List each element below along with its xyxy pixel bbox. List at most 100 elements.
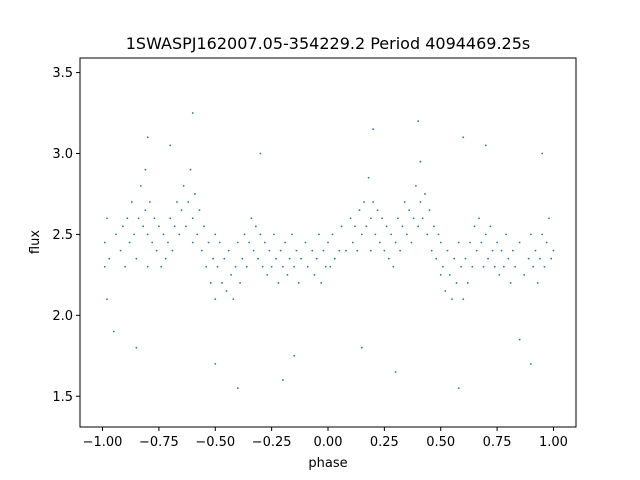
data-point (502, 265, 505, 268)
data-point (394, 371, 397, 373)
data-point (153, 217, 156, 220)
data-point (462, 136, 465, 139)
data-point (320, 282, 323, 284)
data-point (446, 249, 449, 252)
data-point (259, 152, 262, 155)
data-point (548, 217, 550, 220)
x-axis: −1.00 −0.75 −0.50 −0.25 0.00 0.25 0.50 0.75 1.00 (83, 427, 568, 450)
data-point (241, 257, 244, 260)
data-point (464, 257, 467, 260)
data-point (372, 128, 374, 131)
data-point (455, 282, 458, 284)
data-point (214, 298, 217, 301)
data-point (545, 241, 548, 244)
chart-title: 1SWASPJ162007.05-354229.2 Period 4094469… (126, 34, 531, 53)
data-point (511, 249, 514, 252)
data-point (424, 193, 426, 195)
x-tick-label: 0.00 (314, 435, 343, 450)
data-point (203, 225, 205, 228)
data-point (236, 387, 239, 390)
data-point (471, 265, 474, 268)
data-point (552, 249, 555, 252)
data-point (245, 265, 248, 268)
x-tick-label: −0.75 (139, 435, 179, 450)
data-point (333, 257, 336, 260)
data-point (216, 265, 219, 268)
data-point (327, 241, 329, 244)
x-axis-title: phase (308, 456, 347, 471)
data-point (369, 249, 372, 252)
data-point (139, 184, 142, 187)
data-point (282, 265, 284, 268)
y-tick-label: 3.5 (52, 66, 73, 81)
data-point (372, 201, 374, 203)
data-point (543, 265, 546, 268)
data-point (367, 176, 370, 179)
data-point (439, 241, 442, 244)
data-point (496, 241, 498, 244)
data-point (291, 233, 293, 236)
data-point (381, 217, 384, 220)
data-point (169, 217, 172, 220)
data-point (194, 193, 196, 195)
data-point (106, 298, 108, 301)
data-point (358, 209, 361, 212)
data-point (144, 168, 147, 171)
data-point (518, 338, 521, 341)
y-axis: 1.5 2.0 2.5 3.0 3.5 (52, 66, 80, 405)
data-point (518, 241, 521, 244)
data-point (167, 241, 169, 244)
data-point (412, 217, 415, 220)
data-point (252, 249, 255, 252)
data-point (254, 225, 257, 228)
data-point (498, 273, 501, 276)
data-point (356, 249, 359, 252)
data-point (284, 241, 287, 244)
data-point (121, 225, 124, 228)
data-point (462, 298, 465, 301)
data-point (421, 217, 424, 220)
data-point (482, 265, 485, 268)
data-point (428, 209, 431, 212)
data-point (430, 249, 433, 252)
data-point (403, 201, 406, 203)
data-point (126, 217, 129, 220)
data-point (394, 241, 397, 244)
y-tick-label: 2.0 (52, 309, 73, 324)
data-point (484, 144, 487, 147)
data-point (268, 249, 271, 252)
data-point (466, 282, 469, 284)
data-point (487, 257, 489, 260)
data-point (457, 241, 460, 244)
data-point (250, 217, 253, 220)
y-tick-label: 1.5 (52, 390, 73, 405)
data-point (536, 282, 539, 284)
data-point (230, 273, 232, 276)
data-point (214, 362, 217, 365)
data-point (151, 241, 154, 244)
data-point (493, 265, 496, 268)
data-point (124, 265, 126, 268)
data-point (500, 249, 503, 252)
y-axis-title: flux (28, 230, 43, 254)
data-point (191, 241, 194, 244)
data-point (144, 209, 147, 212)
data-point (304, 241, 307, 244)
data-point (451, 298, 453, 301)
data-point (363, 201, 365, 203)
data-point (282, 379, 284, 381)
data-point (214, 233, 217, 236)
x-tick-label: −0.25 (252, 435, 292, 450)
data-point (103, 241, 106, 244)
data-point (406, 233, 408, 236)
data-point (541, 233, 544, 236)
data-point (189, 168, 192, 171)
data-point (173, 225, 176, 228)
data-point (200, 249, 203, 252)
data-point (133, 233, 136, 236)
data-point (392, 265, 395, 268)
data-point (248, 241, 250, 244)
data-point (444, 290, 447, 292)
data-point (541, 152, 544, 155)
